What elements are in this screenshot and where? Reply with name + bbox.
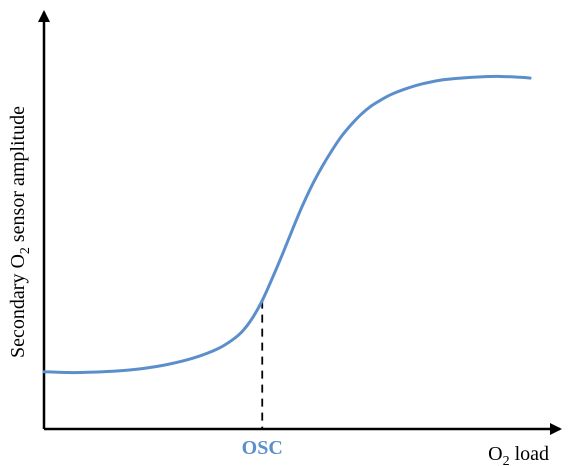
y-axis-label-prefix: Secondary O	[7, 254, 29, 358]
y-axis-label: Secondary O2 sensor amplitude	[7, 106, 33, 358]
y-axis-label-subscript: 2	[18, 247, 33, 254]
x-axis-label-prefix: O	[488, 443, 502, 465]
x-axis-label-subscript: 2	[503, 454, 510, 466]
x-axis-label-suffix: load	[510, 443, 549, 465]
series-line	[42, 74, 532, 375]
osc-label: OSC	[242, 437, 283, 459]
x-axis-label: O2 load	[488, 443, 549, 466]
chart-marks: OSC	[42, 74, 532, 459]
y-axis-label-suffix: sensor amplitude	[7, 106, 29, 247]
